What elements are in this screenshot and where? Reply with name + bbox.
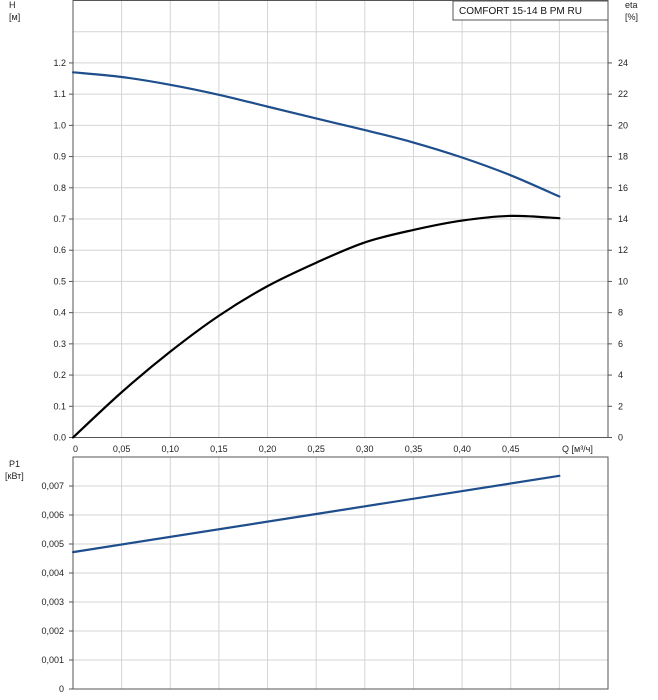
top-y-tick-label: 0.7 (53, 214, 66, 224)
top-x-tick-label: 0,15 (210, 444, 228, 454)
top-x-axis-label: Q [м³/ч] (562, 444, 593, 454)
legend-box: COMFORT 15-14 B PM RU (452, 0, 609, 21)
top-y-tick-label: 0.4 (53, 308, 66, 318)
top-y2-tick-label: 6 (618, 339, 623, 349)
top-y2-tick-label: 12 (618, 245, 628, 255)
top-y2-tick-label: 22 (618, 89, 628, 99)
bottom-y-tick-label: 0,007 (41, 481, 64, 491)
top-y2-tick-label: 0 (618, 433, 623, 443)
top-y-tick-label: 0.2 (53, 370, 66, 380)
top-x-tick-label: 0,25 (307, 444, 325, 454)
top-y2-tick-label: 2 (618, 401, 623, 411)
top-y2-axis-unit: [%] (625, 12, 638, 22)
top-y-tick-label: 0.3 (53, 339, 66, 349)
top-panel: 0 0,05 0,10 0,15 0,20 0,25 0,30 0,35 0,40 0,45 0.0… (9, 0, 638, 454)
top-y-tick-label: 0.9 (53, 152, 66, 162)
top-y-tick-label: 0.5 (53, 276, 66, 286)
bottom-curves (71, 474, 561, 554)
top-x-tick-label: 0,10 (162, 444, 180, 454)
top-y-axis-label: H (9, 0, 16, 10)
top-y-tick-label: 1.1 (53, 89, 66, 99)
bottom-y-axis-label: P1 (9, 459, 20, 469)
top-x-tick-label: 0,20 (259, 444, 277, 454)
top-curves (71, 71, 561, 439)
top-y2-tick-label: 4 (618, 370, 623, 380)
top-y-axis-unit: [м] (9, 12, 20, 22)
top-y2-tick-label: 14 (618, 214, 628, 224)
top-x-tick-label: 0,30 (356, 444, 374, 454)
top-x-tick-label: 0,05 (113, 444, 131, 454)
bottom-tick-labels: 0 0,001 0,002 0,003 0,004 0,005 0,006 0,007 (41, 481, 73, 694)
efficiency-curve (71, 214, 561, 439)
top-y-tick-label: 1.2 (53, 58, 66, 68)
top-grid (72, 0, 608, 438)
top-tick-labels: 0 0,05 0,10 0,15 0,20 0,25 0,30 0,35 0,40 0,45 0.0… (53, 58, 628, 454)
top-y2-tick-label: 8 (618, 308, 623, 318)
top-y-tick-label: 1.0 (53, 120, 66, 130)
bottom-y-axis-unit: [кВт] (5, 471, 24, 481)
top-y2-tick-label: 20 (618, 120, 628, 130)
top-x-tick-label: 0,45 (502, 444, 520, 454)
bottom-y-tick-label: 0,001 (41, 655, 64, 665)
top-y-tick-label: 0.0 (53, 433, 66, 443)
top-y-tick-label: 0.8 (53, 183, 66, 193)
top-y2-tick-label: 10 (618, 276, 628, 286)
top-y-tick-label: 0.6 (53, 245, 66, 255)
bottom-y-tick-label: 0,005 (41, 539, 64, 549)
top-x-tick-label: 0,40 (453, 444, 471, 454)
bottom-y-tick-label: 0,004 (41, 568, 64, 578)
legend-frame (452, 0, 609, 21)
top-y-tick-label: 0.1 (53, 401, 66, 411)
bottom-y-tick-label: 0,002 (41, 626, 64, 636)
top-y2-axis-label: eta (625, 0, 638, 10)
bottom-y-tick-label: 0,006 (41, 510, 64, 520)
top-x-tick-label: 0 (73, 444, 78, 454)
power-curve (71, 474, 561, 554)
bottom-y-tick-label: 0 (59, 684, 64, 694)
top-y2-tick-label: 18 (618, 152, 628, 162)
top-y2-tick-label: 24 (618, 58, 628, 68)
top-x-tick-label: 0,35 (405, 444, 423, 454)
top-y2-tick-label: 16 (618, 183, 628, 193)
bottom-grid (72, 456, 608, 690)
bottom-y-tick-label: 0,003 (41, 597, 64, 607)
legend-model-name: COMFORT 15-14 B PM RU (459, 6, 582, 17)
head-curve (71, 71, 561, 198)
